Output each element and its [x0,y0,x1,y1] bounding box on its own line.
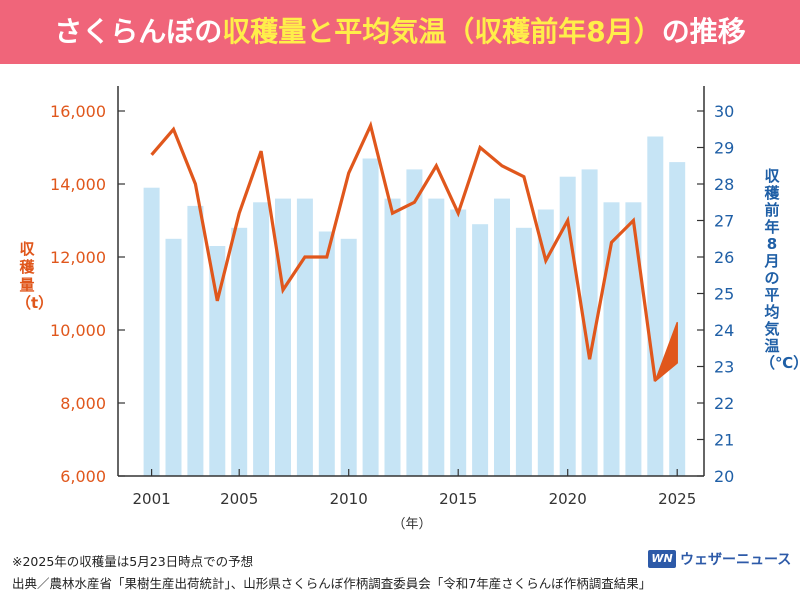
y-left-tick-label: 8,000 [60,394,106,413]
temp-bar [362,158,379,476]
x-axis-label: （年） [392,517,431,532]
temp-bar [209,246,226,476]
logo-mark: WN [648,550,676,568]
weathernews-logo: WN ウェザーニュース [648,548,791,570]
y-axis-left-label: 収穫量（t） [16,240,54,312]
temp-bar [187,205,204,476]
y-right-tick-label: 24 [714,321,734,340]
temp-bar [494,198,510,476]
y-right-tick-label: 20 [714,467,734,486]
source-note: 出典／農林水産省「果樹生産出荷統計」、山形県さくらんぼ作柄調査委員会「令和7年産… [12,576,652,591]
temp-bar [669,162,686,476]
y-left-tick-label: 6,000 [60,467,106,486]
x-tick-label: 2010 [330,490,368,508]
temp-bar [340,238,357,477]
x-tick-label: 2025 [658,490,696,508]
forecast-2025-range [654,321,678,382]
y-right-tick-label: 21 [714,431,734,450]
y-left-tick-label: 14,000 [50,175,106,194]
y-right-tick-label: 28 [714,175,734,194]
temp-bar [318,231,335,476]
title-highlight: 収穫量と平均気温（収穫前年8月） [222,15,662,48]
y-left-tick-label: 16,000 [50,102,106,121]
x-tick-label: 2001 [133,490,171,508]
title-banner [0,0,800,64]
y-right-tick-label: 27 [714,212,734,231]
y-right-tick-label: 30 [714,102,734,121]
title-part2: の推移 [661,15,746,48]
temp-bar [296,198,313,476]
temp-bar [143,187,160,476]
y-left-tick-label: 12,000 [50,248,106,267]
footnote: ※2025年の収穫量は5月23日時点での予想 [12,554,254,569]
temp-bar [450,209,467,476]
temp-bar [275,198,291,476]
y-axis-right-label: 収穫前年8月の平均気温（℃） [760,167,800,372]
temp-bar [581,169,598,476]
x-tick-label: 2005 [220,490,258,508]
temp-bar [428,198,445,476]
chart-title: さくらんぼの収穫量と平均気温（収穫前年8月）の推移 [0,0,800,64]
y-right-tick-label: 22 [714,394,734,413]
temp-bar [625,202,642,477]
harvest-line [150,120,657,382]
x-tick-label: 2020 [549,490,587,508]
y-right-tick-label: 23 [714,358,734,377]
temp-bar [406,169,423,476]
temp-bar [647,136,664,476]
y-right-tick-label: 29 [714,139,734,158]
temp-bar [253,202,270,477]
temp-bar [231,227,248,476]
temp-bar [515,227,532,476]
y-right-tick-label: 25 [714,285,734,304]
temp-bar [472,224,489,476]
temp-bar [165,238,182,477]
temp-bar [384,198,401,476]
title-part1: さくらんぼの [54,15,223,48]
temp-bar [537,209,554,476]
y-right-tick-label: 26 [714,248,734,267]
x-tick-label: 2015 [439,490,477,508]
y-left-tick-label: 10,000 [50,321,106,340]
logo-text: ウェザーニュース [680,552,792,568]
